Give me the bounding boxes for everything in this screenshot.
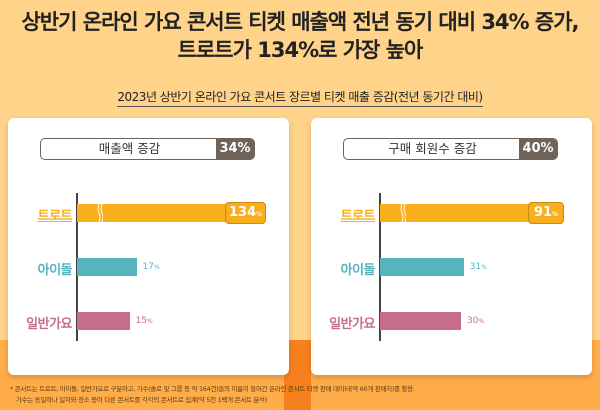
chart-card-members: 구매 회원수 증감 40% 트로트 91% 아이돌 31% 일반가요 30% [311, 118, 592, 375]
axis-break-mark [400, 203, 407, 223]
category-label: 트로트 [37, 209, 73, 224]
value-label: 15% [135, 316, 153, 326]
y-axis-line [379, 193, 381, 341]
bar-0 [77, 204, 260, 222]
subtitle: 2023년 상반기 온라인 가요 콘서트 장르별 티켓 매출 증감(전년 동기간… [0, 86, 600, 107]
category-label: 트로트 [340, 209, 376, 224]
category-label: 아이돌 [340, 263, 376, 278]
category-label: 아이돌 [37, 263, 73, 278]
value-label: 17% [142, 262, 160, 272]
total-change-value: 40% [519, 139, 557, 159]
value-label: 31% [469, 262, 487, 272]
chart-title-pill: 구매 회원수 증감 40% [343, 138, 558, 160]
footnote-line-1: * 콘서트는 트로트, 아이돌, 일반가요로 구분하고, 가수(솔로 및 그룹 … [10, 385, 415, 393]
chart-title: 구매 회원수 증감 [388, 141, 477, 156]
subtitle-text: 2023년 상반기 온라인 가요 콘서트 장르별 티켓 매출 증감(전년 동기간… [117, 90, 483, 107]
footnote-line-2: 가수는 동일하나 일자와 장소 등이 다른 콘서트를 각각의 콘서트로 집계(약… [16, 396, 267, 404]
bar-2 [380, 312, 461, 330]
headline-line-1: 상반기 온라인 가요 콘서트 티켓 매출액 전년 동기 대비 34% 증가, [21, 10, 579, 34]
chart-title: 매출액 증감 [98, 141, 161, 156]
headline: 상반기 온라인 가요 콘서트 티켓 매출액 전년 동기 대비 34% 증가, 트… [0, 8, 600, 64]
value-label: 91% [528, 202, 564, 224]
axis-break-mark [97, 203, 104, 223]
value-label: 134% [225, 202, 267, 224]
total-change-value: 34% [216, 139, 254, 159]
bar-2 [77, 312, 130, 330]
value-label: 30% [467, 316, 485, 326]
bar-1 [380, 258, 464, 276]
y-axis-line [76, 193, 78, 341]
footnote: * 콘서트는 트로트, 아이돌, 일반가요로 구분하고, 가수(솔로 및 그룹 … [10, 384, 415, 406]
headline-line-2: 트로트가 134%로 가장 높아 [177, 38, 424, 62]
chart-title-pill: 매출액 증감 34% [40, 138, 255, 160]
bar-0 [380, 204, 563, 222]
category-label: 일반가요 [329, 317, 375, 332]
chart-card-sales: 매출액 증감 34% 트로트 134% 아이돌 17% 일반가요 15% [8, 118, 289, 375]
category-label: 일반가요 [26, 317, 72, 332]
bar-1 [77, 258, 137, 276]
